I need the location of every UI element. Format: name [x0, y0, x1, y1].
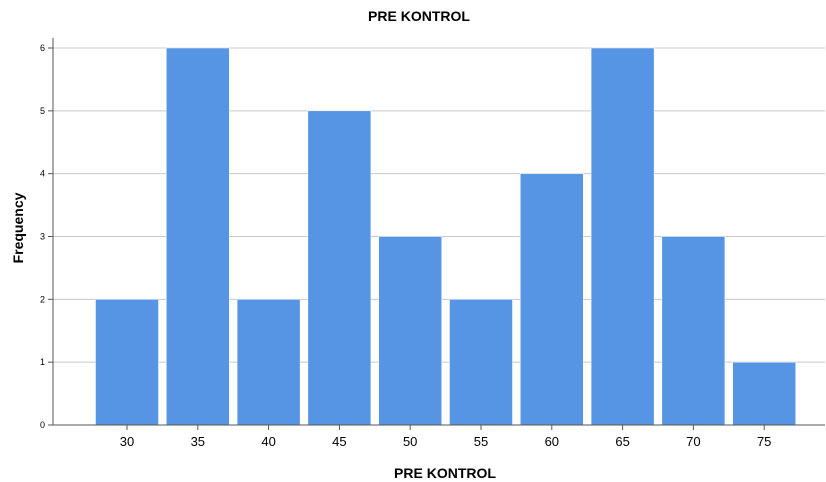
x-tick-label: 45	[332, 434, 346, 449]
bars	[95, 47, 796, 426]
bar-45	[307, 110, 372, 426]
x-tick-label: 35	[191, 434, 205, 449]
bar-60	[520, 173, 584, 426]
bar-40	[236, 299, 301, 426]
bar-75	[732, 361, 796, 426]
x-tick-label: 50	[403, 434, 417, 449]
y-tick-label: 2	[40, 294, 45, 304]
x-tick-label: 30	[120, 434, 134, 449]
x-tick-labels: 30 35 40 45 50 55 60 65 70 75	[120, 425, 771, 449]
axes	[52, 38, 825, 426]
y-tick-label: 1	[40, 357, 45, 367]
bar-50	[378, 236, 442, 426]
bar-35	[166, 47, 230, 426]
bar-55	[449, 299, 513, 426]
x-tick-label: 40	[261, 434, 275, 449]
y-tick-label: 0	[40, 420, 45, 430]
bar-30	[95, 299, 159, 426]
bar-65	[590, 47, 655, 426]
bar-70	[661, 236, 726, 426]
x-tick-label: 75	[757, 434, 771, 449]
x-tick-label: 55	[474, 434, 488, 449]
x-tick-label: 70	[686, 434, 700, 449]
x-axis-label: PRE KONTROL	[394, 465, 496, 481]
y-tick-label: 6	[40, 43, 45, 53]
x-tick-label: 65	[615, 434, 629, 449]
chart-title: PRE KONTROL	[368, 8, 470, 24]
y-tick-labels: 0 1 2 3 4 5 6	[40, 43, 53, 430]
y-tick-label: 3	[40, 232, 45, 242]
y-axis-label: Frequency	[10, 192, 26, 263]
x-tick-label: 60	[545, 434, 559, 449]
y-tick-label: 4	[40, 169, 45, 179]
y-tick-label: 5	[40, 106, 45, 116]
